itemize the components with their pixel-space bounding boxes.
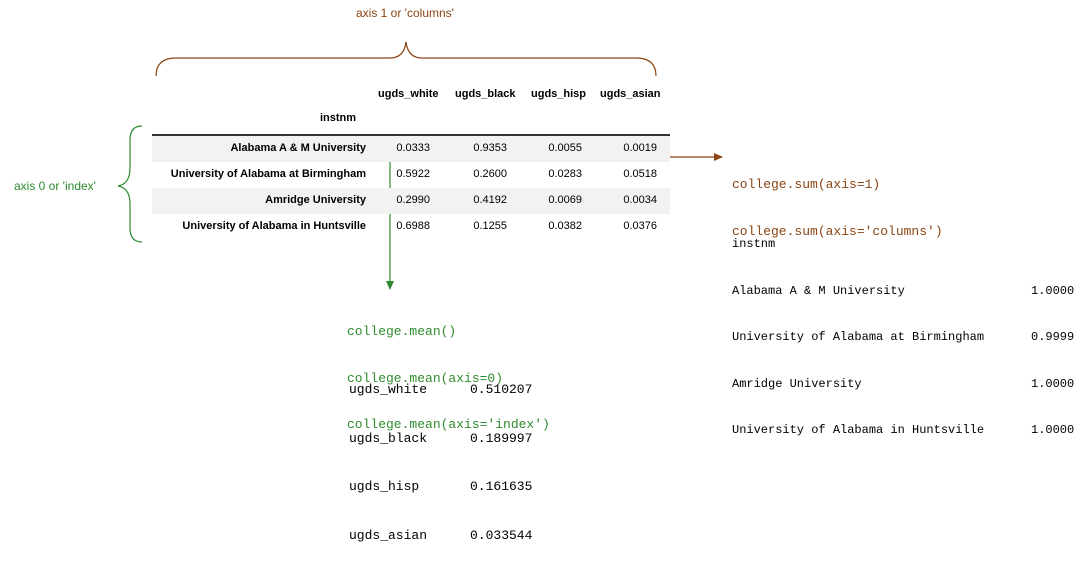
- output-line: University of Alabama at Birmingham 0.999…: [732, 330, 1074, 346]
- cell: 0.2600: [473, 168, 507, 180]
- cell: 0.0019: [623, 142, 657, 154]
- header-separator: [152, 134, 670, 136]
- output-value: 1.0000: [1031, 423, 1075, 437]
- output-value: 0.9999: [1031, 330, 1075, 344]
- cell: 0.0376: [623, 220, 657, 232]
- output-value: 0.189997: [470, 430, 533, 446]
- table-row: Alabama A & M University 0.0333 0.9353 0…: [152, 136, 670, 162]
- cell: 0.5922: [396, 168, 430, 180]
- output-key: ugds_black: [349, 430, 428, 446]
- column-header: ugds_black: [455, 88, 516, 100]
- output-line: Alabama A & M University 1.0000: [732, 284, 1074, 300]
- row-label: Alabama A & M University: [230, 142, 366, 154]
- output-header: instnm: [732, 237, 776, 251]
- output-line: ugds_white 0.510207: [349, 382, 532, 400]
- cell: 0.0283: [548, 168, 582, 180]
- output-key: ugds_white: [349, 382, 428, 397]
- table-row: University of Alabama in Huntsville 0.69…: [152, 214, 670, 240]
- output-key: Alabama A & M University: [732, 283, 905, 298]
- axis-0-label: axis 0 or 'index': [14, 179, 96, 193]
- dataframe-table: ugds_white ugds_black ugds_hisp ugds_asi…: [152, 82, 670, 240]
- output-key: Amridge University: [732, 376, 862, 391]
- cell: 0.0518: [623, 168, 657, 180]
- axis-1-label: axis 1 or 'columns': [356, 6, 454, 20]
- cell: 0.0333: [396, 142, 430, 154]
- output-key: ugds_asian: [349, 527, 428, 543]
- code-line: college.sum(axis='columns'): [732, 224, 943, 239]
- cell: 0.4192: [473, 194, 507, 206]
- cell: 0.0034: [623, 194, 657, 206]
- output-line: University of Alabama in Huntsville 1.000…: [732, 423, 1074, 439]
- cell: 0.0382: [548, 220, 582, 232]
- code-line: college.sum(axis=1): [732, 177, 881, 192]
- cell: 0.1255: [473, 220, 507, 232]
- output-line: ugds_black 0.189997: [349, 431, 532, 449]
- index-name-row: instnm: [152, 108, 670, 134]
- cell: 0.2990: [396, 194, 430, 206]
- output-line: ugds_hisp 0.161635: [349, 479, 532, 497]
- code-line: college.mean(): [347, 324, 457, 339]
- output-key: University of Alabama in Huntsville: [732, 423, 985, 437]
- output-value: 0.161635: [470, 479, 533, 494]
- index-name: instnm: [320, 112, 357, 124]
- row-label: University of Alabama in Huntsville: [182, 220, 366, 232]
- sum-code-block: college.sum(axis=1) college.sum(axis='co…: [732, 146, 943, 256]
- index-brace: [117, 125, 143, 243]
- output-value: 1.0000: [1031, 283, 1075, 298]
- row-label: Amridge University: [265, 194, 366, 206]
- output-key: University of Alabama at Birmingham: [732, 330, 985, 344]
- code-line: college.mean(axis=0): [347, 370, 504, 386]
- output-value: 0.033544: [470, 527, 533, 543]
- output-line: ugds_asian 0.033544: [349, 528, 532, 546]
- sum-output-block: instnm Alabama A & M University 1.0000 Un…: [732, 206, 1074, 454]
- cell: 0.6988: [396, 220, 430, 232]
- output-line: Amridge University 1.0000: [732, 377, 1074, 393]
- mean-output-block: ugds_white 0.510207 ugds_black 0.189997 ug…: [349, 351, 532, 561]
- cell: 0.0069: [548, 194, 582, 206]
- column-header: ugds_white: [378, 88, 439, 100]
- output-value: 1.0000: [1031, 376, 1075, 391]
- cell: 0.9353: [473, 142, 507, 154]
- column-header: ugds_asian: [600, 88, 661, 100]
- column-header: ugds_hisp: [531, 88, 587, 100]
- column-header-row: ugds_white ugds_black ugds_hisp ugds_asi…: [152, 82, 670, 108]
- columns-brace: [155, 41, 657, 77]
- output-value: 0.510207: [470, 382, 533, 397]
- table-row: Amridge University 0.2990 0.4192 0.0069 …: [152, 188, 670, 214]
- output-key: ugds_hisp: [349, 479, 420, 494]
- row-label: University of Alabama at Birmingham: [170, 168, 366, 180]
- cell: 0.0055: [548, 142, 582, 154]
- table-row: University of Alabama at Birmingham 0.59…: [152, 162, 670, 188]
